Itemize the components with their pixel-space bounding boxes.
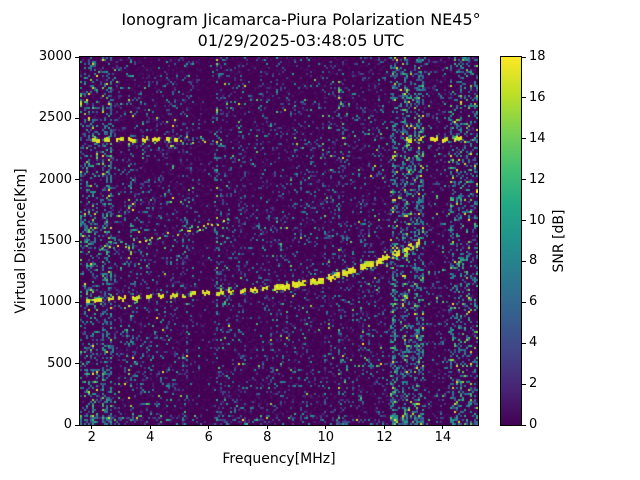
x-tick xyxy=(383,425,385,429)
colorbar-tick xyxy=(522,383,526,385)
y-tick-label: 500 xyxy=(47,355,72,371)
x-axis-label: Frequency[MHz] xyxy=(222,451,336,467)
y-tick xyxy=(75,117,80,119)
y-tick xyxy=(75,240,80,242)
x-tick-label: 12 xyxy=(376,430,393,445)
colorbar-tick xyxy=(522,260,526,262)
colorbar-tick-label: 12 xyxy=(529,171,546,187)
colorbar-tick xyxy=(522,179,526,181)
colorbar-label: SNR [dB] xyxy=(551,209,567,273)
y-tick xyxy=(75,56,80,58)
chart-title: Ionogram Jicamarca-Piura Polarization NE… xyxy=(80,9,522,51)
colorbar-tick xyxy=(522,424,526,426)
y-tick-label: 3000 xyxy=(38,49,72,64)
y-tick xyxy=(75,301,80,303)
colorbar-tick xyxy=(522,220,526,222)
colorbar-gradient xyxy=(501,57,521,425)
plot-area xyxy=(79,56,479,426)
colorbar-tick-label: 4 xyxy=(529,335,538,351)
colorbar-tick-label: 14 xyxy=(529,130,546,146)
y-tick-label: 2000 xyxy=(38,171,72,187)
colorbar-tick-label: 16 xyxy=(529,89,546,105)
x-tick-label: 6 xyxy=(204,430,213,445)
colorbar-tick-label: 10 xyxy=(529,212,546,228)
colorbar-tick xyxy=(522,342,526,344)
x-tick-label: 8 xyxy=(263,430,272,445)
colorbar-tick-label: 6 xyxy=(529,294,538,310)
x-tick xyxy=(325,425,327,429)
ionogram-heatmap-canvas xyxy=(80,57,478,425)
colorbar-tick-label: 8 xyxy=(529,253,538,269)
colorbar-tick xyxy=(522,138,526,140)
y-tick xyxy=(75,424,80,426)
y-tick-label: 0 xyxy=(63,417,72,432)
colorbar-tick-label: 0 xyxy=(529,417,538,432)
colorbar-tick xyxy=(522,56,526,58)
chart-title-line2: 01/29/2025-03:48:05 UTC xyxy=(197,31,405,50)
colorbar-tick-label: 18 xyxy=(529,49,546,64)
y-axis-label: Virtual Distance[Km] xyxy=(13,168,29,314)
x-tick xyxy=(208,425,210,429)
colorbar-tick-label: 2 xyxy=(529,376,538,392)
x-tick xyxy=(149,425,151,429)
x-tick-label: 4 xyxy=(146,430,155,445)
x-tick xyxy=(442,425,444,429)
x-tick-label: 14 xyxy=(434,430,452,445)
x-tick-label: 2 xyxy=(87,430,96,445)
y-tick xyxy=(75,179,80,181)
y-tick-label: 1500 xyxy=(38,233,72,248)
x-tick xyxy=(266,425,268,429)
colorbar-tick xyxy=(522,97,526,99)
y-tick xyxy=(75,363,80,365)
y-tick-label: 2500 xyxy=(38,110,72,126)
colorbar-tick xyxy=(522,301,526,303)
x-tick xyxy=(91,425,93,429)
y-tick-label: 1000 xyxy=(38,294,72,310)
colorbar xyxy=(500,56,522,426)
x-tick-label: 10 xyxy=(317,430,335,445)
chart-title-line1: Ionogram Jicamarca-Piura Polarization NE… xyxy=(121,10,481,29)
